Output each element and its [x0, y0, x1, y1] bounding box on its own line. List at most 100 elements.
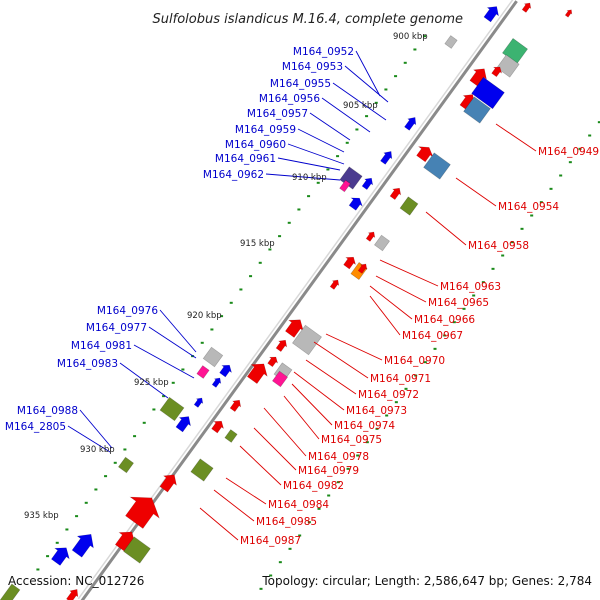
leader-line — [148, 326, 197, 359]
accession-text: Accession: NC_012726 — [8, 574, 144, 588]
tick-mark — [355, 128, 359, 131]
tick-mark — [384, 88, 388, 91]
tick-mark — [142, 421, 146, 424]
gene-block — [196, 365, 210, 379]
leader-line — [321, 97, 371, 133]
topology-text: Topology: circular; Length: 2,586,647 bp… — [261, 574, 592, 588]
tick-mark — [84, 501, 88, 504]
gene-arrow — [365, 231, 376, 242]
tick-mark — [346, 467, 350, 470]
gene-label: M164_0967 — [402, 330, 463, 342]
kbp-label: 915 kbp — [240, 239, 275, 249]
gene-label: M164_0959 — [235, 124, 296, 136]
tick-mark — [249, 275, 253, 278]
gene-arrow — [246, 363, 268, 384]
tick-mark — [423, 361, 427, 364]
kbp-label: 900 kbp — [393, 32, 428, 42]
tick-mark — [452, 321, 456, 324]
tick-mark — [375, 427, 379, 430]
tick-mark — [278, 235, 282, 238]
leader-line — [159, 309, 197, 353]
gene-label: M164_0956 — [259, 93, 320, 105]
gene-arrow — [357, 263, 368, 274]
gene-arrow — [483, 6, 499, 23]
leader-line — [369, 295, 401, 336]
gene-label: M164_0952 — [293, 46, 354, 58]
gene-label: M164_0982 — [283, 480, 344, 492]
tick-mark — [46, 555, 50, 558]
leader-line — [133, 344, 195, 379]
gene-features — [0, 2, 573, 600]
tick-mark — [336, 481, 340, 484]
tick-mark — [578, 147, 582, 150]
gene-label: M164_0985 — [256, 516, 317, 528]
tick-mark — [297, 208, 301, 211]
gene-label: M164_0960 — [225, 139, 286, 151]
gene-label: M164_0987 — [240, 535, 301, 547]
kbp-label: 905 kbp — [343, 101, 378, 111]
tick-mark — [326, 168, 330, 171]
tick-mark — [481, 281, 485, 284]
gene-arrow — [275, 339, 288, 352]
gene-block — [159, 396, 185, 422]
kbp-label: 910 kbp — [292, 173, 327, 183]
tick-mark — [94, 488, 98, 491]
kbp-label: 935 kbp — [24, 511, 59, 521]
leader-line — [213, 489, 255, 522]
leader-line — [379, 259, 439, 287]
tick-mark — [239, 288, 243, 291]
tick-mark — [365, 115, 369, 118]
tick-mark — [394, 75, 398, 78]
gene-arrow — [211, 377, 222, 388]
leader-line — [119, 362, 169, 399]
gene-arrow — [193, 397, 204, 408]
tick-mark — [462, 307, 466, 310]
leader-line — [325, 333, 383, 361]
gene-label: M164_0977 — [86, 322, 147, 334]
tick-mark — [317, 507, 321, 510]
tick-mark — [229, 301, 233, 304]
kbp-label: 925 kbp — [134, 378, 169, 388]
kbp-label: 930 kbp — [80, 445, 115, 455]
tick-mark — [385, 414, 389, 417]
gene-arrow — [343, 256, 356, 270]
gene-label: M164_0973 — [346, 405, 407, 417]
tick-mark — [336, 155, 340, 158]
leader-line — [455, 177, 497, 207]
gene-block — [118, 456, 134, 474]
gene-block — [399, 196, 419, 216]
gene-arrow — [267, 356, 279, 368]
tick-mark — [104, 475, 108, 478]
leader-line — [344, 65, 389, 103]
gene-block — [374, 234, 390, 252]
gene-label: M164_2805 — [5, 421, 66, 433]
gene-label: M164_0970 — [384, 355, 445, 367]
kbp-label: 920 kbp — [187, 311, 222, 321]
tick-mark — [491, 267, 495, 270]
gene-arrow — [211, 420, 224, 434]
tick-mark — [287, 221, 291, 224]
tick-mark — [269, 574, 273, 577]
leader-line — [291, 383, 333, 426]
tick-mark — [597, 121, 600, 124]
gene-label: M164_0974 — [334, 420, 395, 432]
tick-mark — [356, 454, 360, 457]
gene-label: M164_0955 — [270, 78, 331, 90]
tick-mark — [200, 341, 204, 344]
leader-line — [199, 507, 239, 541]
leader-line — [263, 407, 307, 457]
gene-label: M164_0975 — [321, 434, 382, 446]
gene-arrow — [348, 197, 363, 211]
tick-mark — [113, 461, 117, 464]
gene-label: M164_0983 — [57, 358, 118, 370]
tick-mark — [530, 214, 534, 217]
gene-arrow — [159, 474, 177, 493]
tick-mark — [123, 448, 127, 451]
gene-label: M164_0984 — [268, 499, 329, 511]
leader-line — [67, 425, 111, 453]
gene-block — [463, 96, 491, 124]
gene-label: M164_0963 — [440, 281, 501, 293]
gene-block — [339, 179, 351, 193]
leader-line — [332, 82, 387, 121]
